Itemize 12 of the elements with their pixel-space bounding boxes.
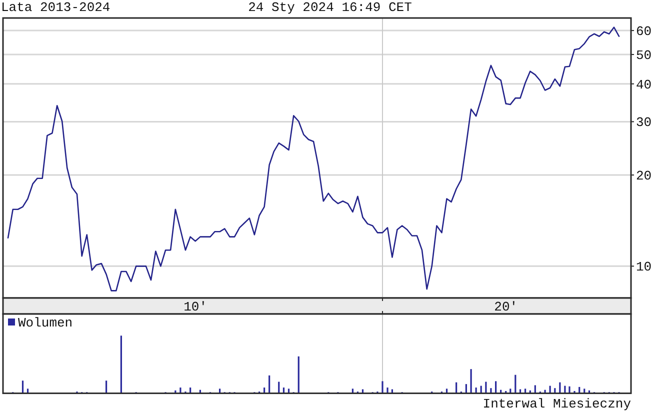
chart-subtitle: 24 Sty 2024 16:49 CET <box>248 0 412 15</box>
x-tick-label: 20' <box>494 300 518 315</box>
y-tick-label: 10 <box>636 260 652 275</box>
chart-title: Lata 2013-2024 <box>1 0 110 15</box>
y-tick-label: 60 <box>636 24 652 40</box>
text: Interwal Miesieczny <box>482 396 632 412</box>
legend-label: Wolumen <box>18 316 73 331</box>
x-tick-label: 10' <box>184 300 208 315</box>
y-tick-label: 40 <box>636 77 652 92</box>
y-tick-label: 30 <box>636 115 652 130</box>
y-tick-label: 20 <box>636 168 652 184</box>
y-tick-label: 50 <box>636 48 652 64</box>
